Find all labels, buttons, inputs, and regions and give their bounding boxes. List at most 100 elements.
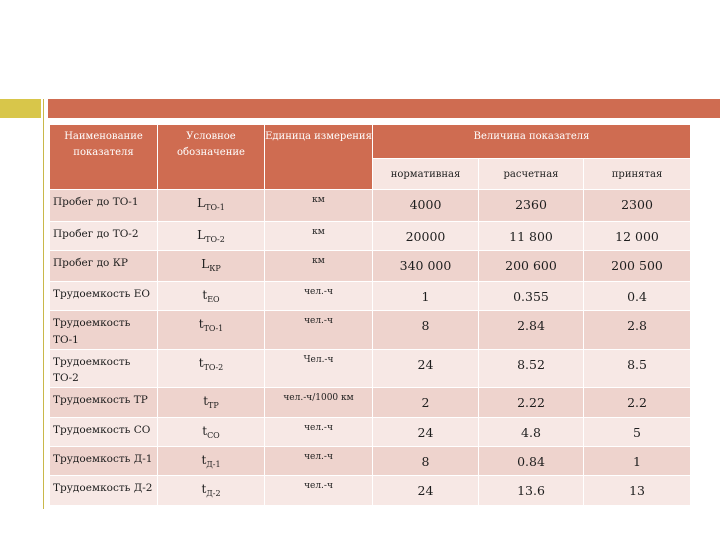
header-normative: нормативная (372, 158, 479, 190)
row-name: Пробег до ТО-2 (49, 221, 158, 251)
symbol-subscript: ТО-1 (203, 324, 224, 333)
row-normative: 24 (372, 348, 479, 389)
row-unit: Чел.-ч (264, 348, 373, 389)
row-calculated: 4.8 (478, 417, 584, 448)
table-row: Пробег до ТО-2 LТО-2 км 20000 11 800 12 000 (49, 221, 692, 251)
row-accepted: 0.4 (582, 281, 692, 311)
row-symbol: tТО-1 (157, 310, 265, 350)
row-symbol: tСО (157, 417, 265, 448)
row-symbol: tТР (157, 387, 265, 419)
table-row: Трудоемкость ЕО tЕО чел.-ч 1 0.355 0.4 (49, 281, 692, 311)
table-row: Трудоемкость ТО-2 tТО-2 Чел.-ч 24 8.52 8.5 (49, 348, 692, 389)
table-row: Трудоемкость ТР tТР чел.-ч/1000 км 2 2.22 2.2 (49, 387, 692, 419)
table-row: Трудоемкость Д-2 tД-2 чел.-ч 24 13.6 13 (49, 475, 692, 507)
row-calculated: 2.84 (478, 310, 584, 350)
row-normative: 340 000 (372, 250, 479, 282)
row-calculated: 2.22 (478, 387, 584, 419)
row-symbol: tД-1 (157, 446, 265, 477)
accent-bar-red (48, 99, 720, 118)
symbol-letter: t (201, 482, 207, 497)
row-unit: км (264, 221, 373, 251)
row-unit: чел.-ч (264, 310, 373, 350)
row-symbol: tЕО (157, 281, 265, 311)
row-name: Пробег до КР (49, 250, 158, 282)
row-normative: 24 (372, 475, 479, 507)
row-calculated: 200 600 (478, 250, 584, 282)
symbol-letter: t (202, 288, 208, 302)
row-name: Трудоемкость ТО-1 (49, 310, 158, 350)
row-calculated: 2360 (478, 189, 584, 222)
row-name: Трудоемкость Д-2 (49, 475, 158, 507)
row-calculated: 13.6 (478, 475, 584, 507)
symbol-subscript: СО (207, 431, 220, 441)
symbol-subscript: ТО-2 (203, 362, 224, 372)
symbol-letter: t (201, 453, 207, 468)
row-accepted: 2.2 (582, 387, 692, 419)
row-symbol: LТО-2 (157, 221, 265, 251)
header-calculated: расчетная (478, 158, 584, 190)
row-accepted: 1 (582, 446, 692, 477)
row-unit: чел.-ч (264, 446, 373, 477)
row-accepted: 13 (582, 475, 692, 507)
row-unit: км (264, 189, 373, 222)
symbol-subscript: Д-1 (206, 460, 221, 470)
table-row: Пробег до КР LКР км 340 000 200 600 200 500 (49, 250, 692, 282)
row-name: Трудоемкость ЕО (49, 281, 158, 311)
row-calculated: 8.52 (478, 348, 584, 389)
symbol-letter: L (201, 257, 210, 271)
row-normative: 24 (372, 417, 479, 448)
symbol-letter: L (197, 196, 206, 210)
table-body: Пробег до ТО-1 LТО-1 км 4000 2360 2300 Пробег … (49, 189, 692, 507)
symbol-subscript: ТО-2 (205, 235, 225, 244)
table-row: Пробег до ТО-1 LТО-1 км 4000 2360 2300 (49, 189, 692, 222)
accent-bar-gold (0, 99, 41, 118)
row-name: Пробег до ТО-1 (49, 189, 158, 222)
symbol-letter: t (202, 424, 208, 439)
row-symbol: tТО-2 (157, 348, 265, 389)
row-normative: 2 (372, 387, 479, 419)
row-normative: 20000 (372, 221, 479, 251)
row-name: Трудоемкость ТО-2 (49, 348, 158, 389)
symbol-letter: t (198, 317, 204, 331)
symbol-letter: t (203, 394, 209, 409)
row-name: Трудоемкость ТР (49, 387, 158, 419)
row-name: Трудоемкость СО (49, 417, 158, 448)
row-accepted: 8.5 (582, 348, 692, 389)
row-symbol: LТО-1 (157, 189, 265, 222)
row-unit: чел.-ч (264, 475, 373, 507)
row-unit: чел.-ч/1000 км (264, 387, 373, 419)
header-accepted: принятая (582, 158, 692, 190)
table-row: Трудоемкость Д-1 tД-1 чел.-ч 8 0.84 1 (49, 446, 692, 477)
row-symbol: tД-2 (157, 475, 265, 507)
row-accepted: 2300 (582, 189, 692, 222)
header-symbol: Условное обозначение (157, 124, 265, 190)
row-symbol: LКР (157, 250, 265, 282)
row-calculated: 11 800 (478, 221, 584, 251)
row-calculated: 0.84 (478, 446, 584, 477)
row-normative: 4000 (372, 189, 479, 222)
row-calculated: 0.355 (478, 281, 584, 311)
header-value: Величина показателя (371, 123, 692, 160)
symbol-letter: t (198, 355, 204, 370)
header-unit: Единица измерения (264, 124, 373, 190)
row-unit: чел.-ч (264, 417, 373, 448)
symbol-subscript: КР (209, 264, 221, 273)
table-row: Трудоемкость ТО-1 tТО-1 чел.-ч 8 2.84 2.8 (49, 310, 692, 350)
row-normative: 1 (372, 281, 479, 311)
symbol-subscript: ЕО (207, 295, 220, 304)
row-accepted: 200 500 (582, 250, 692, 282)
table-row: Трудоемкость СО tСО чел.-ч 24 4.8 5 (49, 417, 692, 448)
symbol-subscript: Д-2 (206, 489, 221, 499)
header-name: Наименование показателя (49, 124, 158, 190)
symbol-subscript: ТО-1 (205, 203, 225, 212)
row-unit: км (264, 250, 373, 282)
row-name: Трудоемкость Д-1 (49, 446, 158, 477)
row-normative: 8 (372, 310, 479, 350)
symbol-subscript: ТР (208, 401, 219, 411)
vertical-divider (43, 99, 44, 509)
row-unit: чел.-ч (264, 281, 373, 311)
indicators-table: Наименование показателя Условное обознач… (49, 123, 692, 507)
symbol-letter: L (197, 228, 206, 242)
row-accepted: 2.8 (582, 310, 692, 350)
row-accepted: 12 000 (582, 221, 692, 251)
